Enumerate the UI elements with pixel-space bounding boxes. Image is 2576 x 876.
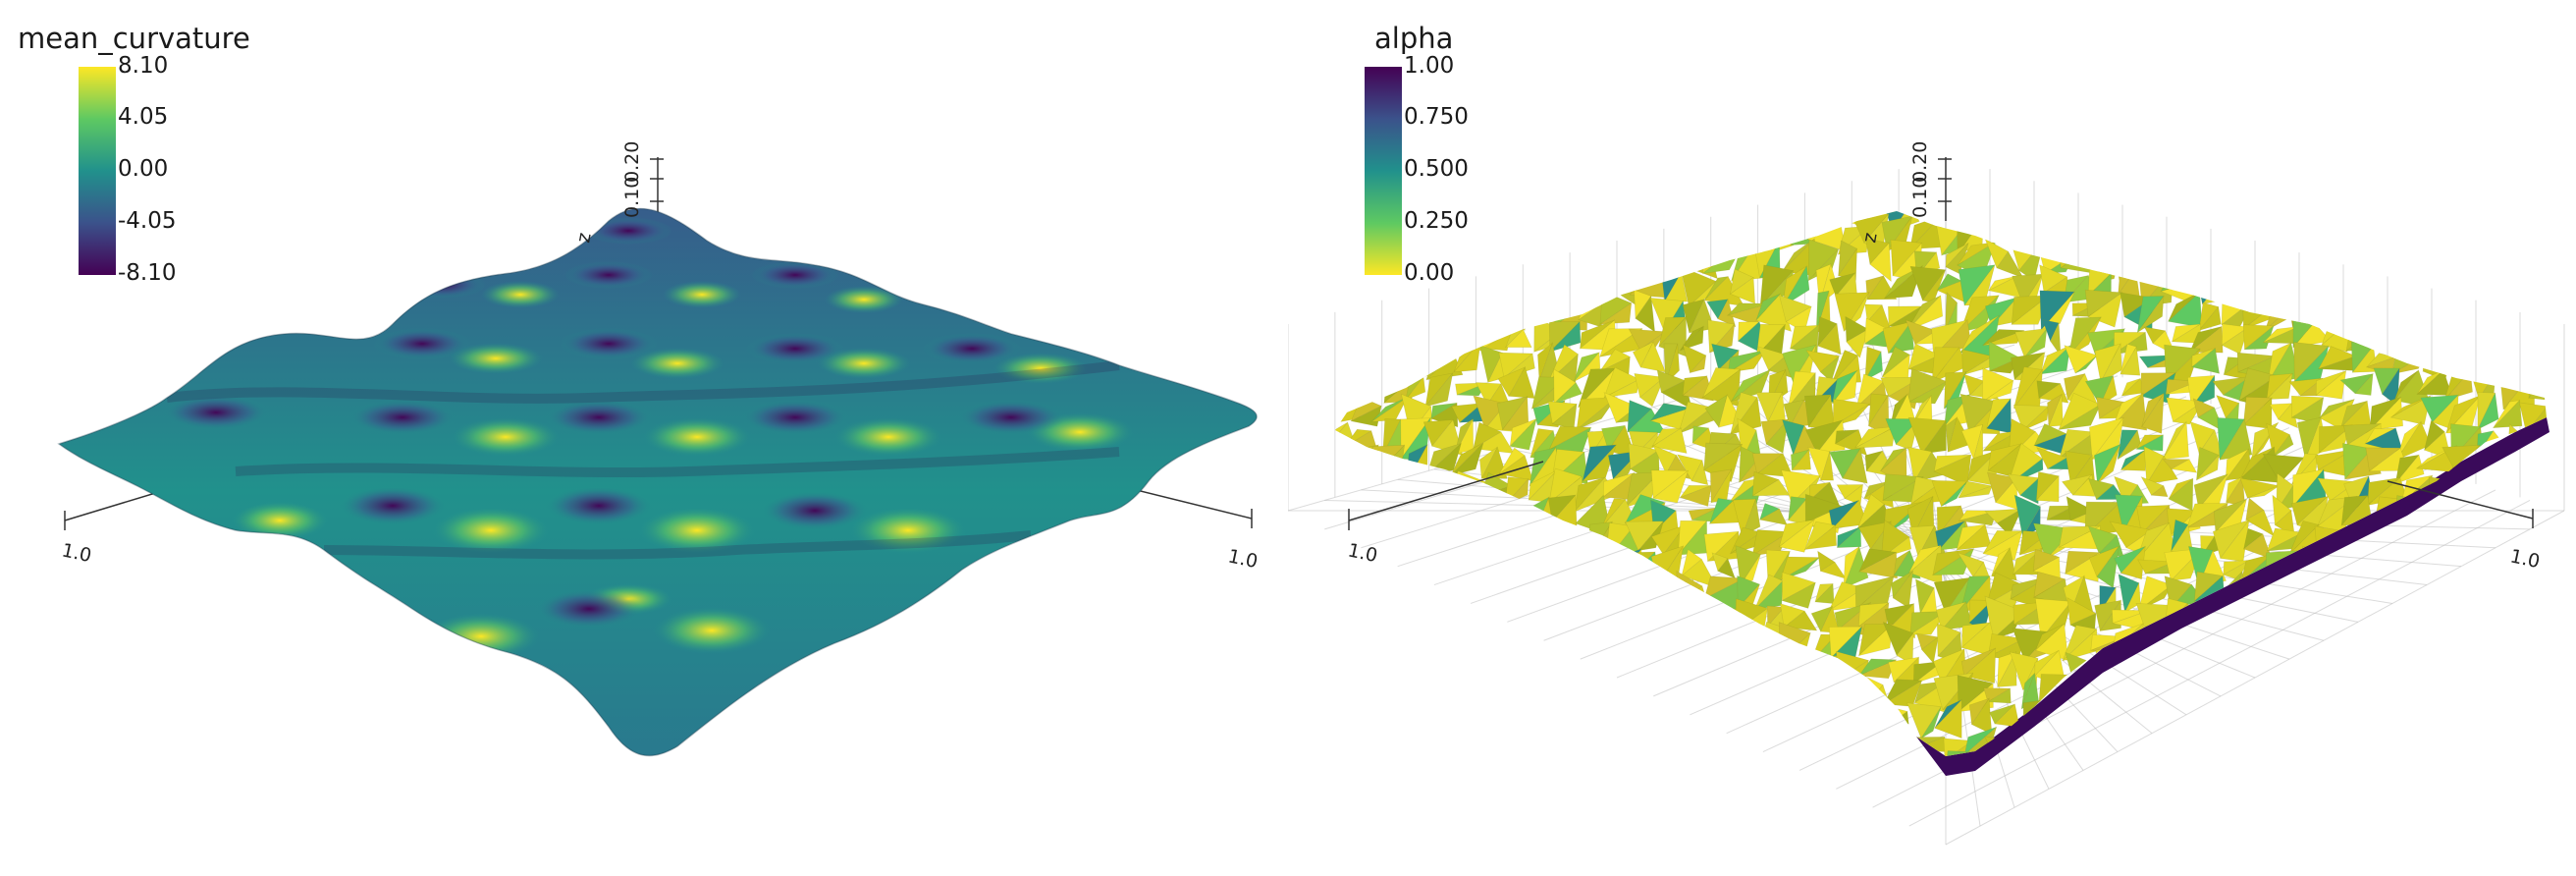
colorbar-tick: -8.10 [118,260,177,286]
colorbar-tick: 8.10 [118,53,169,79]
z-axis-label: z [1858,231,1881,245]
alpha-render: 1.0 1.0 z 0.10 0.20 [1288,141,2565,846]
z-axis-tick: 0.20 [1909,141,1931,183]
colorbar-title: alpha [1374,22,1454,55]
z-axis-tick: 0.10 [621,177,643,218]
z-axis-tick: 0.20 [621,141,643,183]
curvature-surface [59,208,1258,756]
colorbar [1365,67,1402,275]
z-axis-label: z [572,231,595,245]
axes [1348,157,2534,530]
colorbar-tick: 0.750 [1404,104,1469,130]
mean-curvature-plot: mean_curvature 8.10 4.05 0.00 -4.05 -8.1… [18,22,1260,757]
colorbar [79,67,116,275]
y-axis-tick: 1.0 [2508,545,2542,573]
alpha-plot: alpha 1.00 0.750 0.500 0.250 0.00 1.0 [1288,0,2576,876]
colorbar-tick: 0.250 [1404,208,1469,234]
colorbar-tick: 0.00 [118,156,169,182]
y-axis-tick: 1.0 [1226,545,1260,573]
colorbar-tick: 0.00 [1404,260,1455,286]
surface-render: 1.0 1.0 z 0.10 0.20 [57,141,1260,757]
colorbar-tick: 4.05 [118,104,169,130]
colorbar-tick: -4.05 [118,208,177,234]
x-axis-tick: 1.0 [60,539,93,567]
colorbar-tick: 1.00 [1404,53,1455,79]
z-axis-tick: 0.10 [1909,177,1931,218]
colorbar-title: mean_curvature [18,22,250,55]
colorbar-tick: 0.500 [1404,156,1469,182]
